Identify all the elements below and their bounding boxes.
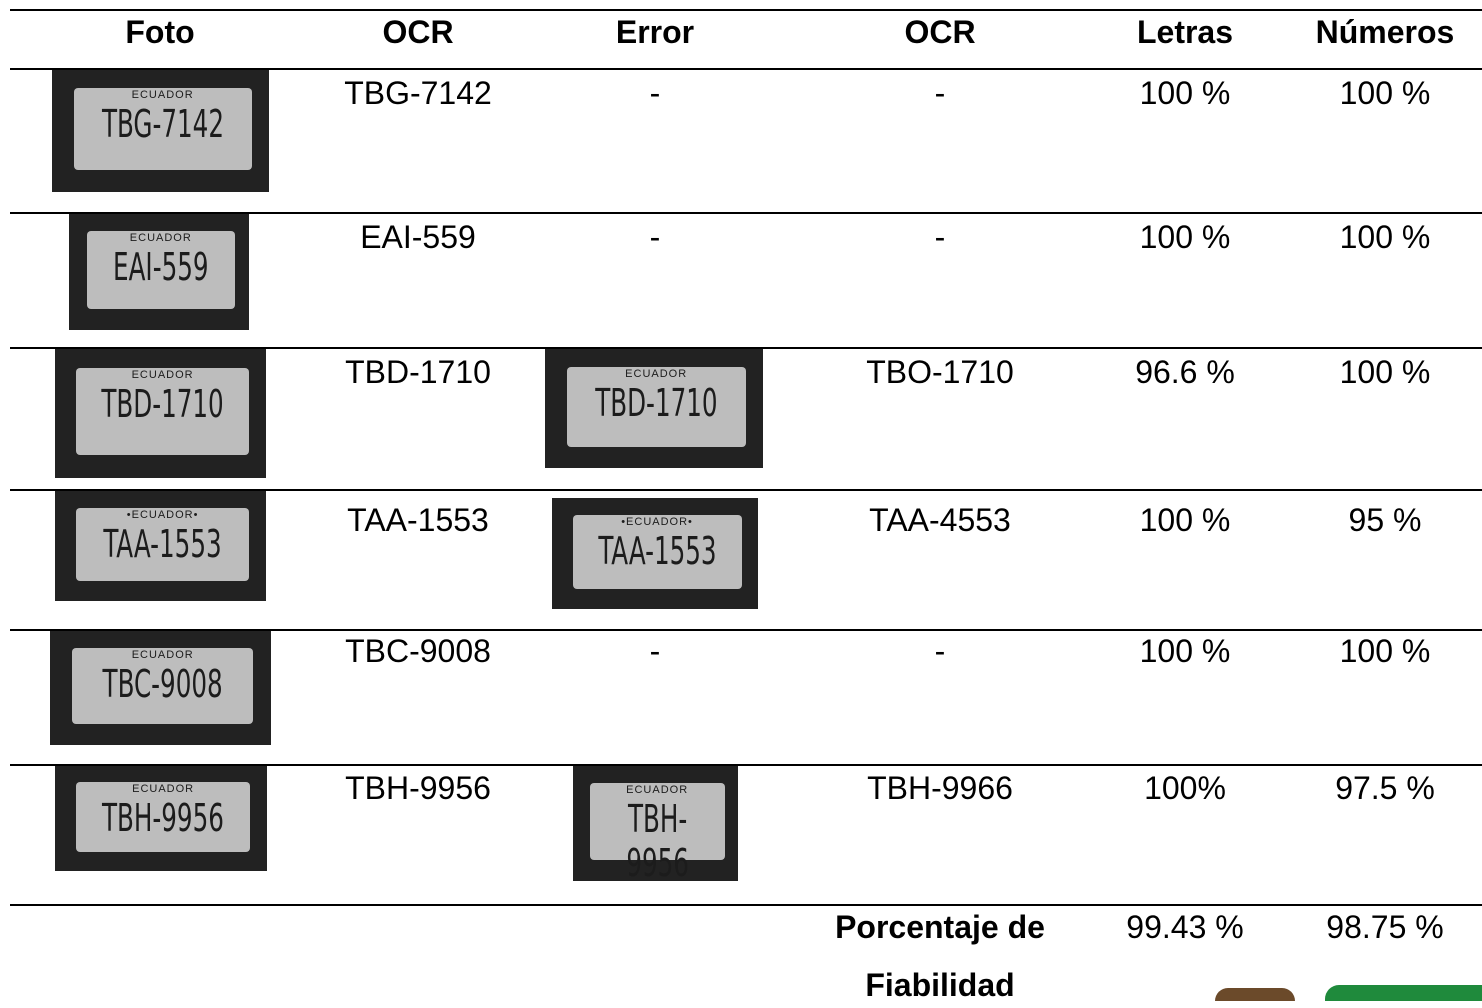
error-ocr-cell: - [934,633,946,669]
row-rule [10,347,1482,349]
plate-plate: TBH-9956 [102,795,225,840]
numbers-cell: 97.5 % [1335,770,1435,806]
error-ocr-cell: - [934,75,946,111]
plate: •ECUADOR• TAA-1553 [572,514,742,590]
plate-plate: TAA-1553 [597,528,717,573]
letters-cell: 100 % [1139,502,1231,538]
row-rule [10,764,1482,766]
error-cell: - [649,75,661,111]
photo: ECUADOR EAI-559 [69,214,249,330]
header-cell: OCR [382,14,454,50]
plate-plate: TAA-1553 [103,521,222,566]
plate-country: ECUADOR [131,89,194,102]
error-photo: ECUADOR TBD-1710 [545,349,763,468]
plate-plate: TBG-7142 [101,102,224,147]
plate-country: •ECUADOR• [621,515,693,528]
row-rule [10,212,1482,214]
error-photo: •ECUADOR• TAA-1553 [552,498,758,609]
numbers-cell: 100 % [1339,219,1431,255]
photo: •ECUADOR• TAA-1553 [55,491,266,601]
plate-plate: TBC-9008 [102,662,223,707]
plate: ECUADOR EAI-559 [87,231,235,310]
plate: ECUADOR TBH-9956 [589,783,725,881]
plate: ECUADOR TBC-9008 [72,648,254,725]
ocr-cell: TAA-1553 [347,502,489,538]
header-cell: Error [615,14,695,50]
error-photo: ECUADOR TBH-9956 [573,766,738,881]
letters-cell: 100 % [1139,219,1231,255]
logo [1325,985,1482,1001]
plate-plate: EAI-559 [113,245,209,290]
footer-numbers: 98.75 % [1326,909,1444,945]
error-cell: - [649,633,661,669]
logo-emblem [1215,988,1295,1001]
error-ocr-cell: TBH-9966 [867,770,1013,806]
error-ocr-cell: - [934,219,946,255]
numbers-cell: 100 % [1339,75,1431,111]
letters-cell: 100 % [1139,75,1231,111]
header-cell: Letras [1136,14,1234,50]
numbers-cell: 100 % [1339,633,1431,669]
plate-country: ECUADOR [129,232,192,245]
photo: ECUADOR TBC-9008 [50,631,271,745]
photo: ECUADOR TBG-7142 [52,70,269,192]
plate: ECUADOR TBH-9956 [76,781,251,853]
error-ocr-cell: TBO-1710 [866,354,1014,390]
plate-plate: TBD-1710 [594,380,718,425]
plate: ECUADOR TBD-1710 [76,368,250,455]
plate-country: ECUADOR [625,367,688,380]
plate-country: •ECUADOR• [126,508,199,521]
numbers-cell: 100 % [1339,354,1431,390]
ocr-cell: TBC-9008 [345,633,491,669]
plate-plate: TBD-1710 [101,382,224,427]
error-cell: - [649,219,661,255]
row-rule [10,489,1482,491]
photo: ECUADOR TBD-1710 [55,349,266,478]
header-cell: Foto [125,14,195,50]
plate-plate: TBH-9956 [625,797,689,881]
header-rule [10,68,1482,70]
numbers-cell: 95 % [1348,502,1422,538]
header-cell: Números [1315,14,1455,50]
footer-letters: 99.43 % [1126,909,1244,945]
letters-cell: 100% [1144,770,1226,806]
plate: ECUADOR TBG-7142 [73,88,252,171]
photo: ECUADOR TBH-9956 [55,766,267,871]
plate-country: ECUADOR [132,782,195,795]
plate-country: ECUADOR [131,649,194,662]
letters-cell: 96.6 % [1135,354,1235,390]
plate: ECUADOR TBD-1710 [566,366,746,447]
footer-label: Porcentaje de [835,909,1045,945]
ocr-cell: TBH-9956 [345,770,491,806]
ocr-cell: TBD-1710 [345,354,491,390]
row-rule [10,904,1482,906]
plate-country: ECUADOR [626,784,689,797]
plate: •ECUADOR• TAA-1553 [76,507,250,582]
row-rule [10,629,1482,631]
error-ocr-cell: TAA-4553 [869,502,1011,538]
ocr-cell: EAI-559 [360,219,476,255]
header-cell: OCR [904,14,976,50]
plate-country: ECUADOR [131,369,194,382]
top-rule [10,9,1482,11]
ocr-cell: TBG-7142 [344,75,492,111]
letters-cell: 100 % [1139,633,1231,669]
footer-label: Fiabilidad [865,967,1015,1003]
